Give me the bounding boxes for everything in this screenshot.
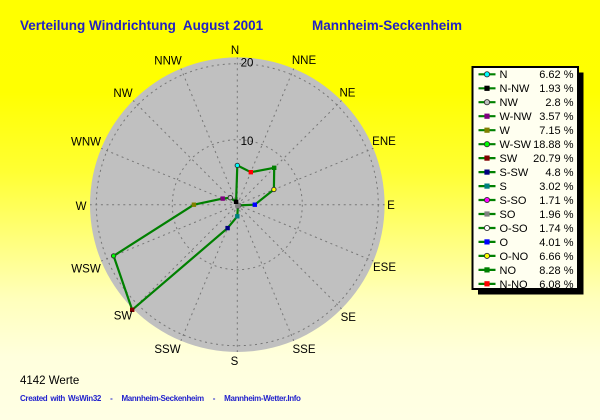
- svg-text:18.88 %: 18.88 %: [533, 139, 574, 151]
- svg-text:10: 10: [241, 136, 254, 148]
- svg-text:N: N: [500, 69, 508, 81]
- svg-text:N-NW: N-NW: [500, 83, 531, 95]
- svg-text:4.01 %: 4.01 %: [539, 237, 573, 249]
- svg-text:1.71 %: 1.71 %: [539, 195, 573, 207]
- svg-text:S: S: [231, 356, 239, 368]
- svg-text:N-NO: N-NO: [500, 279, 529, 291]
- svg-text:2.8 %: 2.8 %: [545, 97, 573, 109]
- svg-text:SSE: SSE: [292, 344, 315, 356]
- svg-text:E: E: [387, 200, 395, 212]
- svg-text:6.08 %: 6.08 %: [539, 279, 573, 291]
- svg-text:ENE: ENE: [372, 136, 396, 148]
- svg-text:SW: SW: [114, 311, 133, 323]
- svg-text:6.62 %: 6.62 %: [539, 69, 573, 81]
- svg-text:20: 20: [241, 58, 254, 70]
- svg-text:SE: SE: [341, 312, 357, 324]
- svg-text:7.15 %: 7.15 %: [539, 125, 573, 137]
- svg-text:NNW: NNW: [154, 56, 182, 68]
- svg-text:8.28 %: 8.28 %: [539, 265, 573, 277]
- svg-text:ESE: ESE: [373, 262, 396, 274]
- svg-text:NNE: NNE: [292, 55, 317, 67]
- svg-text:WSW: WSW: [71, 264, 101, 276]
- svg-text:N: N: [231, 45, 239, 57]
- svg-text:W-SW: W-SW: [500, 139, 532, 151]
- svg-text:NW: NW: [500, 97, 519, 109]
- svg-text:S-SW: S-SW: [500, 167, 529, 179]
- svg-text:SSW: SSW: [154, 344, 180, 356]
- svg-text:O: O: [500, 237, 509, 249]
- svg-text:S-SO: S-SO: [500, 195, 527, 207]
- svg-text:W: W: [500, 125, 511, 137]
- svg-text:W-NW: W-NW: [500, 111, 533, 123]
- svg-text:O-SO: O-SO: [500, 223, 529, 235]
- svg-text:W: W: [76, 201, 87, 213]
- svg-text:1.96 %: 1.96 %: [539, 209, 573, 221]
- svg-text:O-NO: O-NO: [500, 251, 529, 263]
- svg-text:SW: SW: [500, 153, 518, 165]
- svg-text:NE: NE: [340, 88, 356, 100]
- svg-text:S: S: [500, 181, 507, 193]
- svg-text:6.66 %: 6.66 %: [539, 251, 573, 263]
- svg-text:NO: NO: [500, 265, 517, 277]
- svg-text:4.8 %: 4.8 %: [545, 167, 573, 179]
- svg-text:1.74 %: 1.74 %: [539, 223, 573, 235]
- svg-text:NW: NW: [113, 88, 132, 100]
- svg-text:3.02 %: 3.02 %: [539, 181, 573, 193]
- svg-text:20.79 %: 20.79 %: [533, 153, 574, 165]
- svg-text:1.93 %: 1.93 %: [539, 83, 573, 95]
- svg-text:SO: SO: [500, 209, 516, 221]
- svg-text:3.57 %: 3.57 %: [539, 111, 573, 123]
- svg-text:WNW: WNW: [71, 137, 101, 149]
